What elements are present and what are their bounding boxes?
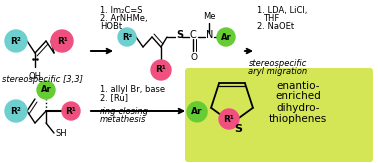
Text: OH: OH [28, 72, 42, 81]
Text: R²: R² [11, 37, 22, 45]
Text: R¹: R¹ [156, 66, 166, 74]
Text: THF: THF [263, 14, 279, 23]
Text: R²: R² [11, 106, 22, 116]
Text: HOBt: HOBt [100, 22, 122, 31]
Text: R¹: R¹ [57, 37, 67, 45]
Circle shape [5, 100, 27, 122]
Text: 2. [Ru]: 2. [Ru] [100, 93, 128, 102]
Circle shape [62, 102, 80, 120]
Circle shape [37, 81, 55, 99]
Text: O: O [191, 53, 197, 62]
Text: R¹: R¹ [224, 114, 234, 124]
Text: aryl migration: aryl migration [248, 67, 308, 76]
Text: Me: Me [203, 12, 215, 21]
Text: enantio-: enantio- [276, 81, 320, 91]
Text: S: S [234, 124, 242, 134]
Text: Ar: Ar [40, 86, 51, 95]
Text: C: C [190, 30, 197, 40]
Text: 2. NaOEt: 2. NaOEt [257, 22, 294, 31]
Circle shape [219, 109, 239, 129]
Text: N: N [206, 30, 213, 40]
Circle shape [187, 102, 207, 122]
Circle shape [118, 28, 136, 46]
Text: 1. allyl Br, base: 1. allyl Br, base [100, 85, 165, 94]
Text: ring-closing: ring-closing [100, 107, 149, 116]
Text: R²: R² [122, 32, 132, 42]
Text: stereospecific: stereospecific [249, 59, 307, 68]
FancyBboxPatch shape [185, 68, 373, 162]
Text: 1. Im₂C=S: 1. Im₂C=S [100, 6, 143, 15]
Circle shape [5, 30, 27, 52]
Text: R¹: R¹ [66, 106, 76, 116]
Text: stereospecific [3,3]: stereospecific [3,3] [2, 75, 82, 84]
Text: Ar: Ar [191, 107, 203, 116]
Text: Ar: Ar [221, 32, 231, 42]
Text: S: S [176, 30, 183, 40]
Text: 1. LDA, LiCl,: 1. LDA, LiCl, [257, 6, 307, 15]
Text: SH: SH [56, 129, 68, 139]
Circle shape [151, 60, 171, 80]
Text: dihydro-: dihydro- [276, 103, 320, 113]
Text: 2. ArNHMe,: 2. ArNHMe, [100, 14, 148, 23]
Text: metathesis: metathesis [100, 115, 146, 124]
Circle shape [51, 30, 73, 52]
Text: enriched: enriched [275, 91, 321, 101]
Circle shape [217, 28, 235, 46]
Text: thiophenes: thiophenes [269, 114, 327, 124]
